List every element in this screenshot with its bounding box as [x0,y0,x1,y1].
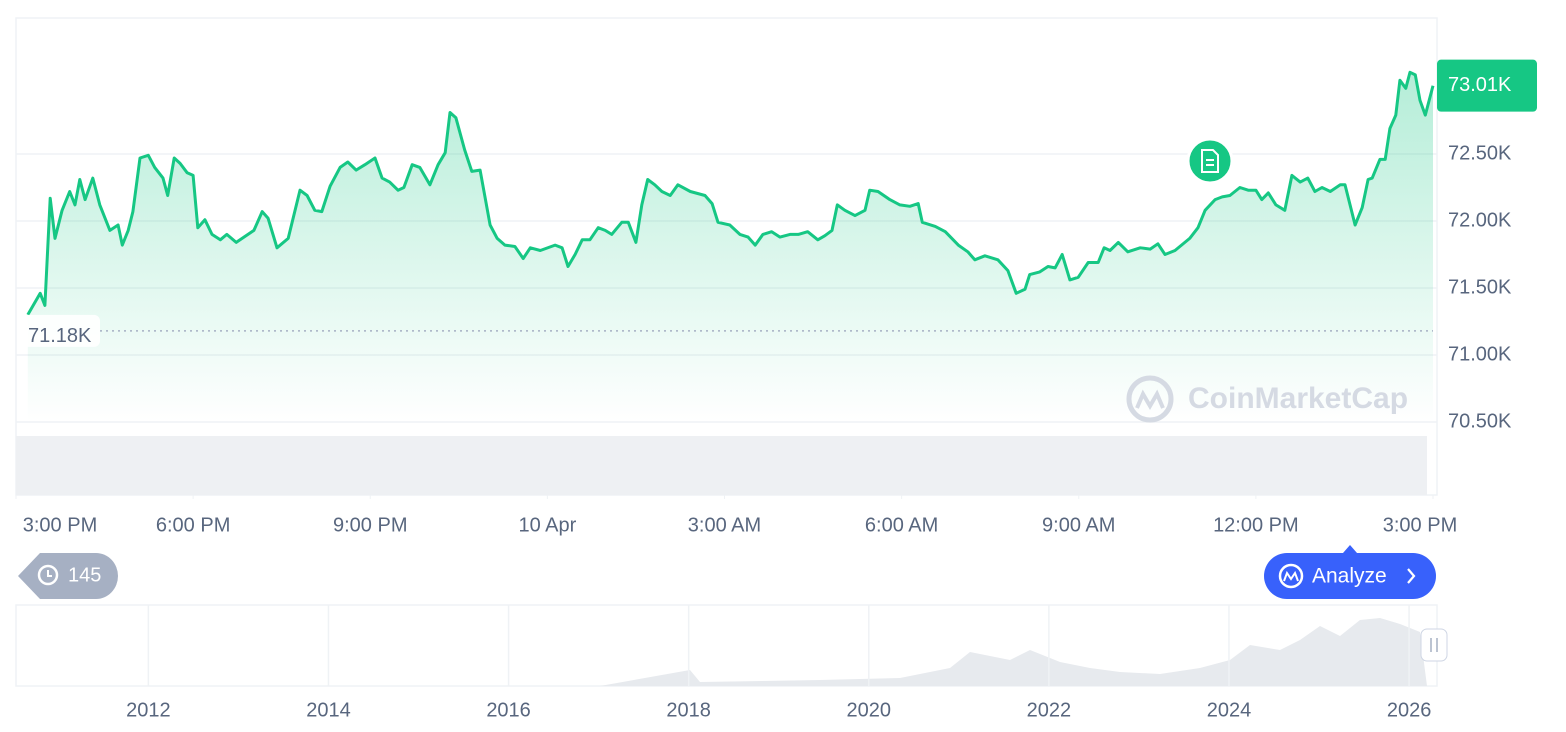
x-tick-label: 9:00 PM [333,514,407,536]
watermark-text: CoinMarketCap [1188,382,1408,415]
navigator-year-label: 2022 [1027,699,1072,721]
navigator-year-label: 2026 [1387,699,1432,721]
y-tick-label: 71.50K [1448,276,1512,298]
price-area [27,72,1433,422]
y-tick-label: 72.50K [1448,142,1512,164]
navigator-year-label: 2024 [1207,699,1252,721]
history-count: 145 [68,564,101,586]
x-tick-label: 3:00 PM [1383,514,1457,536]
note-icon[interactable] [1186,137,1234,185]
navigator-year-label: 2018 [666,699,711,721]
navigator-area [16,618,1427,686]
navigator-year-label: 2014 [306,699,351,721]
handle-grip [1430,638,1438,652]
price-tag-label: 73.01K [1448,74,1512,96]
navigator-year-label: 2016 [486,699,531,721]
x-tick-label: 10 Apr [518,514,576,536]
analyze-button[interactable]: Analyze [1264,545,1436,599]
navigator-handle[interactable] [1420,628,1448,662]
price-tag [1437,59,1537,112]
reference-label-bg [20,314,100,347]
watermark: CoinMarketCap [1126,375,1408,423]
price-line [26,70,1435,316]
y-tick-label: 70.50K [1448,410,1512,432]
volume-band [16,436,1427,495]
x-tick-label: 3:00 AM [688,514,761,536]
x-tick-label: 6:00 AM [865,514,938,536]
y-tick-label: 72.00K [1448,209,1512,231]
x-tick-label: 12:00 PM [1213,514,1299,536]
analyze-label: Analyze [1312,565,1387,588]
x-tick-label: 3:00 PM [23,514,97,536]
navigator-year-label: 2012 [126,699,171,721]
history-badge[interactable]: 145 [18,553,118,599]
reference-label: 71.18K [28,325,92,347]
navigator-year-label: 2020 [847,699,892,721]
x-tick-label: 9:00 AM [1042,514,1115,536]
y-tick-label: 71.00K [1448,343,1512,365]
x-tick-label: 6:00 PM [156,514,230,536]
